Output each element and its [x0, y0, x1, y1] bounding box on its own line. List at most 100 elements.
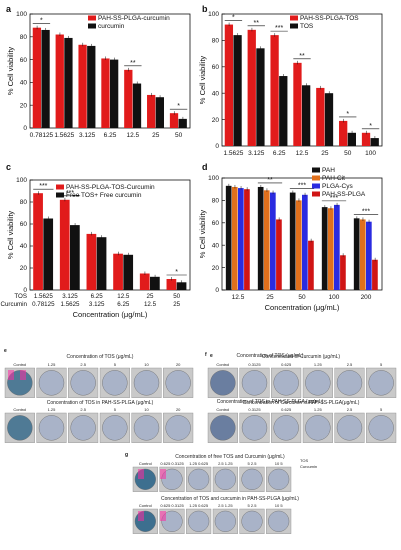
dish-circle [368, 370, 394, 396]
colony-e-bottom-title: Concentration of TOS in PAH-SS-PLGA (μg/… [47, 400, 154, 406]
dish-circle [305, 370, 331, 396]
x-tick-label: 25 [152, 132, 160, 139]
dish-label: Control [13, 362, 26, 367]
bar [366, 221, 372, 290]
dish-label: 2.5 [80, 407, 86, 412]
significance-marker: *** [330, 195, 338, 202]
x-tick-label: 200 [361, 294, 372, 301]
significance-marker: ** [130, 60, 136, 67]
significance-marker: ** [254, 20, 260, 27]
x-tick-label: 50 [298, 294, 306, 301]
dish-circle [336, 415, 363, 441]
dish-circle [241, 468, 263, 490]
bar [308, 240, 314, 290]
dish-label: 2.5 [347, 407, 353, 412]
dish-circle [241, 415, 268, 441]
bar [302, 85, 311, 146]
legend-swatch [88, 23, 96, 29]
significance-marker: * [40, 18, 43, 25]
dish-label: 5 [114, 407, 117, 412]
bar [302, 194, 308, 290]
x-tick-label: 6.25 [91, 293, 104, 300]
x-tick-label: 50 [173, 293, 180, 300]
dish-circle [273, 415, 299, 441]
y-tick-label: 80 [212, 198, 220, 205]
x-tick-label: 1.5625 [223, 150, 243, 157]
axes-frame [29, 179, 191, 291]
y-tick-label: 100 [208, 175, 219, 182]
y-tick-label: 60 [20, 221, 28, 228]
colony-e-grid: e Concentration of TOS (μg/mL) Control 1.25… [4, 348, 194, 443]
bar [178, 118, 187, 128]
x-tick-label: 12.5 [117, 293, 130, 300]
legend-label: PAH-Cit [322, 175, 345, 182]
dish-label: 0.625 [281, 407, 292, 412]
bar [43, 218, 54, 290]
bar [124, 69, 133, 128]
legend-label: PAH-SS-PLGA-TOS-Curcumin [66, 184, 155, 191]
x-tick-label: 0.78125 [30, 132, 54, 139]
bar [359, 219, 366, 290]
dish-circle [161, 510, 183, 532]
bar [289, 192, 296, 290]
dish-label: 0.625 0.3125 [160, 461, 184, 466]
dish-circle [70, 370, 96, 396]
bar [316, 87, 325, 146]
colony-f-bottom-title: Concentration of Curcumin in PAH-SS-PLGA… [243, 400, 360, 406]
colony-g-bottom-title: Concentration of TOS and curcumin in PAH… [161, 496, 299, 502]
y-tick-label: 60 [212, 64, 220, 71]
dish-circle [268, 468, 290, 490]
y-tick-label: 40 [212, 90, 220, 97]
legend-swatch [312, 175, 320, 181]
bar [166, 279, 177, 290]
significance-marker: *** [66, 190, 74, 197]
highlight-mark [20, 370, 26, 380]
panel-letter-e: e [210, 353, 213, 359]
dish-label: 0.3125 [248, 407, 261, 412]
colony-e-top-title: Concentration of TOS (μg/mL) [237, 353, 304, 359]
colony-g-legend-tos: TOS [300, 458, 308, 463]
y-tick-label: 20 [212, 117, 220, 124]
dish-circle [38, 415, 65, 441]
dish-circle [241, 370, 268, 396]
bar [270, 35, 279, 147]
bar [147, 94, 156, 128]
bar [32, 27, 42, 128]
x-tick-label-secondary: 1.5625 [61, 301, 80, 308]
highlight-mark [160, 511, 166, 521]
x-tick-label: 3.125 [248, 150, 265, 157]
dish-label: Control [139, 461, 152, 466]
legend-label: PAH-SS-PLGA [322, 191, 366, 198]
dish-label: Control [13, 407, 26, 412]
significance-marker: *** [362, 208, 370, 215]
dish-label: 1.25 0.625 [189, 461, 209, 466]
x-tick-label: 3.125 [79, 132, 96, 139]
colony-assay-e: e Concentration of TOS (μg/mL) Concentra… [210, 353, 324, 405]
dish-circle [214, 468, 236, 490]
bar [41, 29, 50, 128]
bar [231, 186, 238, 290]
bar [372, 259, 378, 290]
bar [70, 225, 80, 290]
panel-letter-e: e [4, 348, 7, 354]
dish-label: Control [139, 503, 152, 508]
panel-letter-f: f [205, 352, 207, 358]
y-axis-label: % Cell viability [198, 210, 207, 259]
colony-e-top-title: Concentration of TOS (μg/mL) [67, 354, 134, 360]
bar [324, 93, 334, 146]
bar [353, 218, 360, 290]
bar [64, 37, 73, 128]
bar [339, 120, 348, 146]
x-tick-label-secondary: 0.78125 [32, 301, 55, 308]
bar [225, 185, 232, 290]
panel-letter-d: d [202, 162, 208, 172]
bar [55, 34, 64, 128]
dish-label: 5 [380, 407, 383, 412]
dish-label: 10 5 [275, 503, 284, 508]
dish-circle [336, 370, 363, 396]
panel-letter-g: g [125, 452, 128, 458]
panel-letter-c: c [6, 162, 11, 172]
bar [86, 233, 97, 290]
x-tick-label: 100 [329, 294, 340, 301]
legend-swatch [56, 184, 64, 190]
